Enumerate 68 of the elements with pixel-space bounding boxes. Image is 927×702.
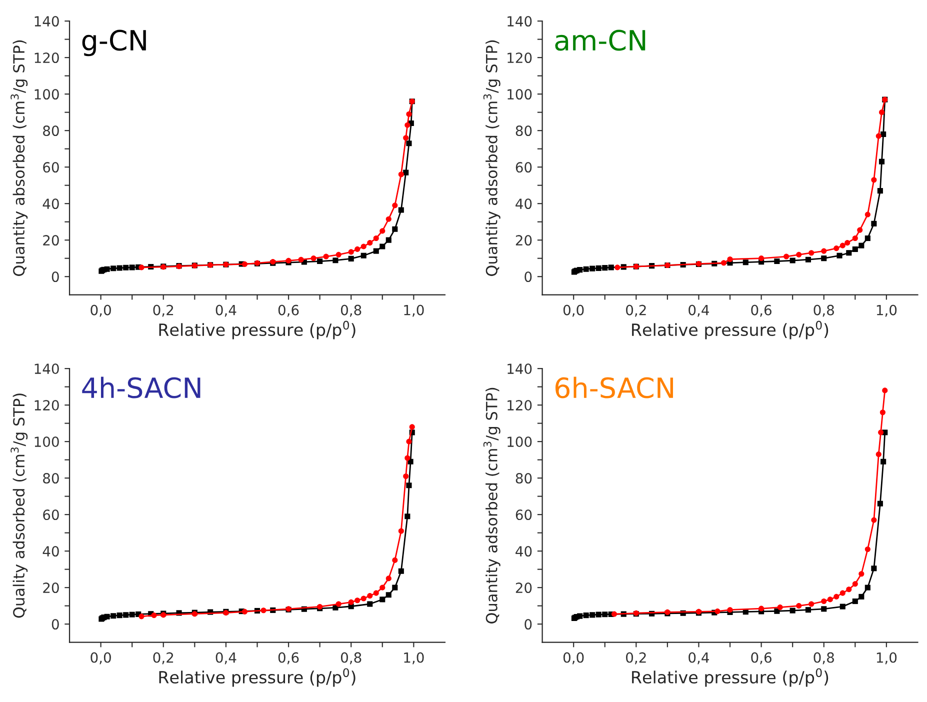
chart-title: 4h-SACN <box>82 376 200 398</box>
x-tick-label: 0,4 <box>688 652 709 664</box>
x-tick-label: 0,4 <box>216 652 236 664</box>
x-tick-label: 0,2 <box>153 652 174 664</box>
x-tick-label: 1,0 <box>404 304 424 317</box>
x-tick-label: 1,0 <box>876 652 897 664</box>
x-axis-title: Relative pressure (p/p$^{0}$) <box>632 668 828 687</box>
y-tick-label: 60 <box>516 510 532 520</box>
x-tick-label: 0,6 <box>278 652 299 664</box>
x-tick-label: 0,8 <box>814 304 834 317</box>
chart-title: 6h-SACN <box>556 376 673 398</box>
y-tick-label: 100 <box>34 436 59 448</box>
x-tick-label: 0,8 <box>340 304 362 317</box>
x-tick-label: 0,8 <box>814 652 834 664</box>
y-axis-title: Quantity adsorbed (cm$^{3}$/g STP) <box>483 40 500 276</box>
x-axis-title: Relative pressure (p/p$^{0}$) <box>632 320 828 340</box>
chart-title: g-CN <box>82 30 146 56</box>
x-tick-label: 0,0 <box>563 652 584 664</box>
y-tick-label: 120 <box>508 52 532 64</box>
y-tick-label: 120 <box>34 400 59 411</box>
x-tick-label: 0,0 <box>563 304 584 317</box>
y-axis-title: Quality adsorbed (cm$^{3}$/g STP) <box>10 394 28 618</box>
y-tick-label: 80 <box>43 473 59 484</box>
chart-title: am-CN <box>555 30 646 51</box>
y-tick-label: 60 <box>43 162 59 173</box>
y-tick-label: 20 <box>516 582 532 594</box>
x-tick-label: 1,0 <box>876 304 897 317</box>
x-tick-label: 0,2 <box>153 304 174 317</box>
y-axis-title: Quantity adsorbed (cm$^{3}$/g STP) <box>483 388 500 624</box>
x-axis-title: Relative pressure (p/p$^{0}$) <box>159 668 356 687</box>
y-tick-label: 60 <box>516 162 532 173</box>
y-tick-label: 140 <box>508 16 532 27</box>
y-tick-label: 20 <box>43 235 59 246</box>
x-tick-label: 0,6 <box>751 652 772 664</box>
y-tick-label: 0 <box>524 272 532 282</box>
y-tick-label: 140 <box>34 16 59 27</box>
y-tick-label: 40 <box>516 198 532 210</box>
y-tick-label: 100 <box>508 89 532 100</box>
y-tick-label: 0 <box>52 272 59 282</box>
y-tick-label: 100 <box>508 436 532 448</box>
y-tick-label: 80 <box>516 473 532 484</box>
x-tick-label: 0,0 <box>90 652 111 664</box>
y-tick-label: 0 <box>524 619 532 630</box>
x-tick-label: 0,6 <box>278 304 299 317</box>
y-tick-label: 0 <box>52 619 59 630</box>
y-tick-label: 140 <box>508 364 532 374</box>
y-tick-label: 20 <box>43 582 59 594</box>
x-tick-label: 0,4 <box>216 304 236 317</box>
x-tick-label: 0,0 <box>90 304 111 317</box>
y-tick-label: 100 <box>34 89 59 100</box>
x-tick-label: 0,4 <box>688 304 709 317</box>
y-tick-label: 60 <box>43 510 59 520</box>
x-tick-label: 0,8 <box>340 652 362 664</box>
x-tick-label: 0,2 <box>626 304 646 317</box>
y-tick-label: 80 <box>516 126 532 136</box>
y-tick-label: 80 <box>43 126 59 136</box>
y-tick-label: 40 <box>42 198 59 210</box>
y-tick-label: 40 <box>42 546 59 557</box>
y-tick-label: 120 <box>34 52 59 64</box>
y-tick-label: 40 <box>516 546 532 557</box>
x-axis-title: Relative pressure (p/p$^{0}$) <box>159 320 356 340</box>
x-tick-label: 0,2 <box>626 652 646 664</box>
y-axis-title: Quantity absorbed (cm$^{3}$/g STP) <box>10 40 28 276</box>
y-tick-label: 20 <box>516 235 532 246</box>
y-tick-label: 120 <box>508 400 532 411</box>
y-tick-label: 140 <box>34 364 59 374</box>
x-tick-label: 0,6 <box>751 304 772 317</box>
x-tick-label: 1,0 <box>404 652 424 664</box>
